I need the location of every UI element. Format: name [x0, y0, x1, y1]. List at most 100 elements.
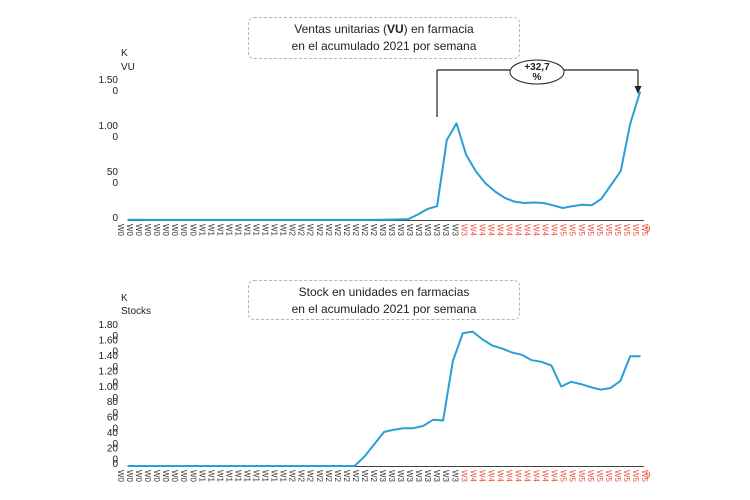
- annotation-value: +32,7: [524, 62, 550, 73]
- x-tick-label: W2: [369, 470, 378, 483]
- x-tick-label: W4: [477, 470, 486, 483]
- x-tick-label: W4: [532, 470, 541, 483]
- data-point: [334, 465, 336, 467]
- y-tick-label: 1.00: [99, 382, 119, 393]
- x-tick-label: W4: [495, 470, 504, 483]
- x-tick-label: W1: [206, 224, 215, 237]
- x-tick-label: W5: [640, 224, 649, 237]
- data-point: [481, 338, 484, 341]
- data-point: [484, 182, 487, 184]
- data-point: [513, 200, 516, 203]
- x-tick-label: W3: [378, 470, 387, 483]
- data-point: [324, 465, 326, 467]
- x-tick-label: W2: [288, 470, 297, 483]
- x-tick-label: W2: [351, 470, 360, 483]
- title-part-bold: VU: [387, 22, 404, 36]
- chart-subtitle-stock: en el acumulado 2021 por semana: [291, 302, 477, 316]
- data-point: [590, 204, 593, 207]
- data-point: [284, 465, 287, 467]
- data-point: [215, 465, 218, 467]
- x-tick-label: W1: [233, 224, 242, 237]
- x-tick-label: W4: [550, 224, 559, 237]
- data-point: [245, 465, 247, 467]
- x-tick-label: W1: [215, 470, 224, 483]
- x-tick-label: W3: [450, 224, 459, 237]
- data-point: [393, 428, 395, 431]
- y-tick-label: 0: [112, 362, 118, 373]
- x-tick-label: W1: [197, 224, 206, 237]
- y-tick-label: 0: [112, 408, 118, 419]
- x-tick-label: W0: [134, 224, 143, 237]
- x-tick-label: W4: [486, 224, 495, 237]
- x-tick-label: W4: [550, 470, 559, 483]
- x-tick-label: W4: [504, 224, 513, 237]
- x-tick-label: W5: [568, 224, 577, 237]
- data-point: [378, 219, 381, 221]
- data-point: [491, 344, 494, 347]
- series-line: [128, 330, 640, 467]
- x-tick-label: W1: [261, 224, 270, 237]
- y-tick-label: 50: [107, 167, 119, 178]
- data-point: [146, 465, 149, 467]
- data-point: [127, 465, 129, 467]
- data-point: [166, 465, 169, 467]
- x-tick-label: W1: [252, 224, 261, 237]
- data-point: [176, 465, 178, 467]
- x-tick-label: W5: [613, 224, 622, 237]
- data-point: [571, 205, 574, 207]
- data-point: [417, 213, 419, 216]
- data-point: [540, 361, 543, 363]
- x-tick-label: W2: [342, 224, 351, 237]
- data-point: [600, 198, 603, 200]
- unit-label: Stocks: [121, 306, 151, 317]
- x-tick-label: W2: [288, 224, 297, 237]
- x-tick-label: W5: [568, 470, 577, 483]
- x-tick-label: 9: [645, 224, 650, 234]
- data-point: [225, 465, 228, 467]
- data-point: [629, 122, 632, 125]
- x-tick-label: W2: [315, 470, 324, 483]
- data-point: [442, 419, 444, 422]
- data-point: [301, 219, 303, 221]
- x-tick-label: W5: [631, 470, 640, 483]
- data-point: [330, 219, 332, 221]
- data-point: [223, 219, 226, 221]
- x-tick-label: W3: [441, 224, 450, 237]
- unit-label-k: K: [121, 48, 128, 59]
- data-point: [196, 465, 198, 467]
- x-tick-label: W4: [495, 224, 504, 237]
- title-part: ) en farmacia: [403, 22, 474, 36]
- x-tick-label: W5: [577, 224, 586, 237]
- x-tick-label: W5: [559, 470, 568, 483]
- data-point: [552, 204, 554, 207]
- x-tick-label: W0: [170, 470, 179, 483]
- x-tick-label: W2: [360, 470, 369, 483]
- data-point: [272, 219, 274, 221]
- data-point: [262, 219, 265, 221]
- data-point: [359, 219, 361, 221]
- x-tick-label: W2: [369, 224, 378, 237]
- data-point: [320, 219, 323, 221]
- data-point: [530, 359, 533, 362]
- chart-title-sales: Ventas unitarias (VU) en farmacia en el …: [248, 17, 520, 59]
- y-tick-label: 60: [107, 413, 119, 424]
- data-point: [185, 219, 187, 221]
- series-line: [128, 91, 641, 221]
- x-tick-label: W3: [432, 224, 441, 237]
- x-tick-label: W4: [504, 470, 513, 483]
- x-tick-label: W3: [378, 224, 387, 237]
- x-tick-label: W1: [224, 470, 233, 483]
- x-tick-label: W5: [604, 470, 613, 483]
- x-tick-label: W0: [179, 224, 188, 237]
- x-tick-label: W3: [414, 470, 423, 483]
- x-tick-label: W3: [387, 224, 396, 237]
- data-point: [561, 207, 564, 209]
- y-tick-label: 0: [112, 455, 118, 466]
- x-tick-label: W1: [224, 224, 233, 237]
- x-tick-label: W5: [586, 224, 595, 237]
- y-tick-label: 0: [112, 331, 118, 342]
- y-tick-label: 0: [112, 213, 118, 224]
- data-point: [137, 465, 139, 467]
- x-tick-label: W2: [324, 470, 333, 483]
